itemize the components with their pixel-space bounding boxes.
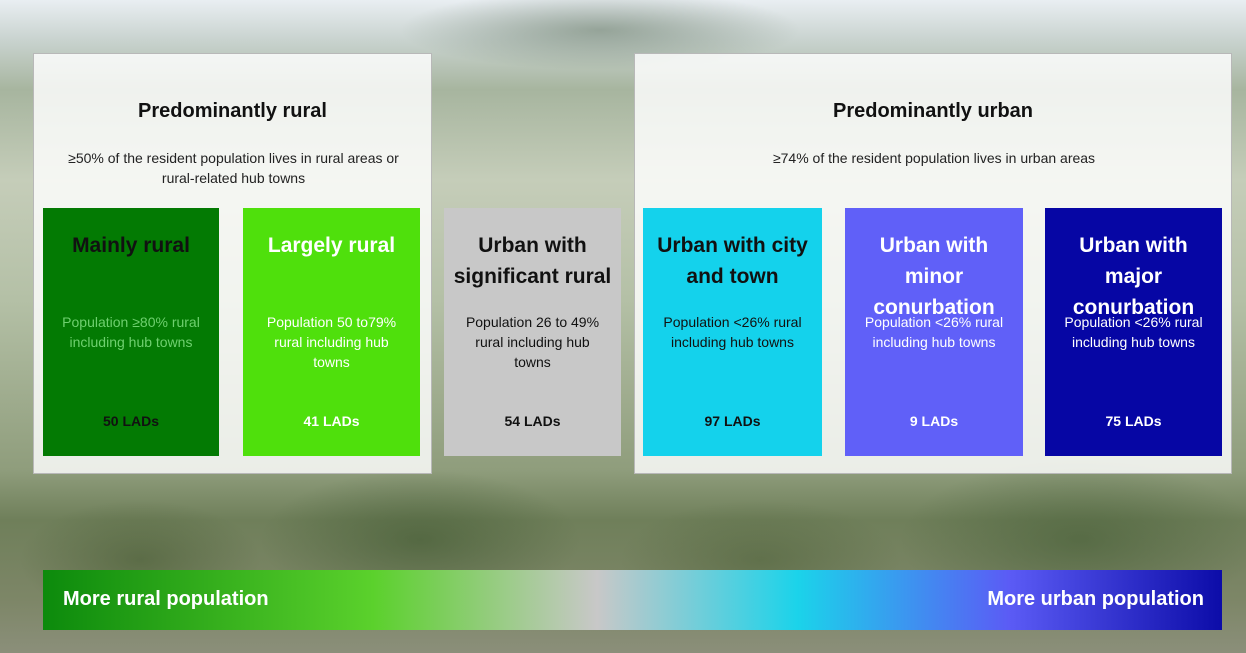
category-count: 41 LADs — [303, 413, 360, 429]
group-title: Predominantly urban — [832, 100, 1034, 122]
category-description: Population 26 to 49% rural including hub… — [465, 314, 600, 370]
category-box: Urban with significant rural Population 2… — [444, 208, 621, 456]
group-description: ≥50% of the resident population lives in… — [68, 150, 399, 186]
category-box: Urban with minor conurbation Population <… — [845, 208, 1023, 456]
category-box: Urban with major conurbation Population <… — [1045, 208, 1222, 456]
category-name: Mainly rural — [72, 234, 190, 257]
scale-left-label: More rural population — [63, 588, 269, 610]
category-description: Population <26% rural including hub town… — [1064, 314, 1203, 350]
category-count: 9 LADs — [909, 413, 959, 429]
group-title: Predominantly rural — [138, 100, 327, 122]
category-description: Population 50 to79% rural including hub … — [266, 314, 397, 370]
category-description: Population ≥80% rural including hub town… — [62, 314, 200, 350]
category-box: Mainly rural Population ≥80% rural includ… — [43, 208, 219, 456]
category-count: 97 LADs — [704, 413, 761, 429]
group-description: ≥74% of the resident population lives in… — [772, 150, 1096, 166]
category-name: Urban with city and town — [657, 234, 808, 288]
category-count: 75 LADs — [1105, 413, 1162, 429]
category-name: Largely rural — [267, 234, 396, 257]
category-box: Urban with city and town Population <26% … — [643, 208, 822, 456]
category-count: 54 LADs — [504, 413, 561, 429]
scale-right-label: More urban population — [987, 588, 1204, 610]
category-description: Population <26% rural including hub town… — [864, 314, 1004, 350]
category-description: Population <26% rural including hub town… — [663, 314, 802, 350]
category-name: Urban with minor conurbation — [873, 234, 995, 319]
category-count: 50 LADs — [102, 413, 160, 429]
category-box: Largely rural Population 50 to79% rural i… — [243, 208, 420, 456]
category-name: Urban with significant rural — [453, 234, 612, 288]
scale-bar: More rural population More urban populat… — [43, 570, 1222, 630]
category-name: Urban with major conurbation — [1072, 234, 1195, 319]
